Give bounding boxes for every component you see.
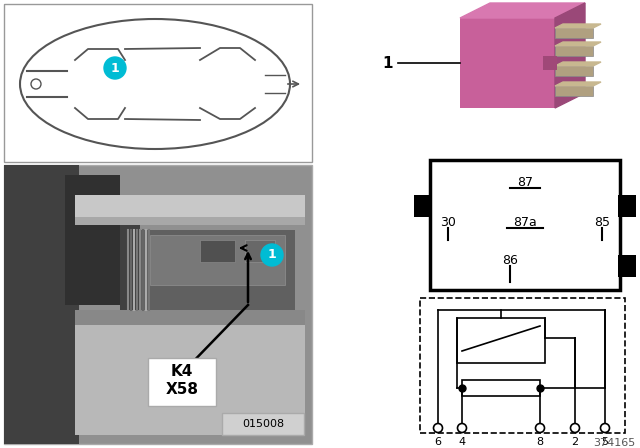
Bar	[543, 56, 557, 70]
Text: K4: K4	[171, 365, 193, 379]
Bar	[4, 165, 79, 444]
Bar	[555, 46, 593, 56]
Bar	[222, 413, 304, 435]
Bar	[75, 310, 305, 325]
Circle shape	[31, 79, 41, 89]
Bar	[75, 320, 305, 435]
Bar	[318, 4, 636, 159]
Text: X58: X58	[166, 383, 198, 397]
Bar	[75, 217, 305, 225]
Bar	[148, 358, 216, 406]
Polygon shape	[555, 3, 585, 108]
Circle shape	[458, 423, 467, 432]
Bar	[420, 298, 625, 433]
Bar	[140, 230, 295, 310]
Circle shape	[570, 423, 579, 432]
Bar	[120, 225, 140, 310]
Polygon shape	[555, 82, 601, 86]
Bar	[4, 4, 312, 162]
Text: 87: 87	[517, 176, 533, 189]
Bar	[618, 195, 636, 217]
Text: 8: 8	[536, 437, 543, 447]
Text: 1: 1	[268, 249, 276, 262]
Ellipse shape	[20, 19, 290, 149]
Bar	[75, 195, 305, 217]
Bar	[457, 318, 545, 363]
Bar	[150, 235, 285, 285]
Bar	[200, 240, 235, 262]
Circle shape	[104, 57, 126, 79]
Bar	[414, 195, 432, 217]
Circle shape	[433, 423, 442, 432]
Text: 6: 6	[435, 437, 442, 447]
Bar	[555, 86, 593, 96]
Polygon shape	[555, 42, 601, 46]
Polygon shape	[555, 62, 601, 66]
Text: 30: 30	[440, 215, 456, 228]
Text: 1: 1	[383, 56, 393, 70]
Bar	[462, 380, 540, 396]
Bar	[555, 28, 593, 38]
Text: 86: 86	[502, 254, 518, 267]
Text: 2: 2	[572, 437, 579, 447]
Circle shape	[536, 423, 545, 432]
Text: 5: 5	[602, 437, 609, 447]
Text: 85: 85	[594, 215, 610, 228]
Bar	[65, 175, 120, 305]
Circle shape	[600, 423, 609, 432]
Text: 374165: 374165	[593, 438, 635, 448]
Polygon shape	[555, 24, 601, 28]
Bar	[618, 255, 636, 277]
Bar	[4, 4, 312, 162]
Bar	[460, 18, 555, 108]
Bar	[555, 66, 593, 76]
Bar	[430, 160, 620, 290]
Polygon shape	[460, 3, 585, 18]
Text: 4: 4	[458, 437, 465, 447]
Circle shape	[261, 244, 283, 266]
Text: 87a: 87a	[513, 215, 537, 228]
Bar	[4, 165, 312, 444]
Text: 015008: 015008	[242, 419, 284, 429]
Text: 1: 1	[111, 61, 120, 74]
Bar	[245, 240, 275, 262]
